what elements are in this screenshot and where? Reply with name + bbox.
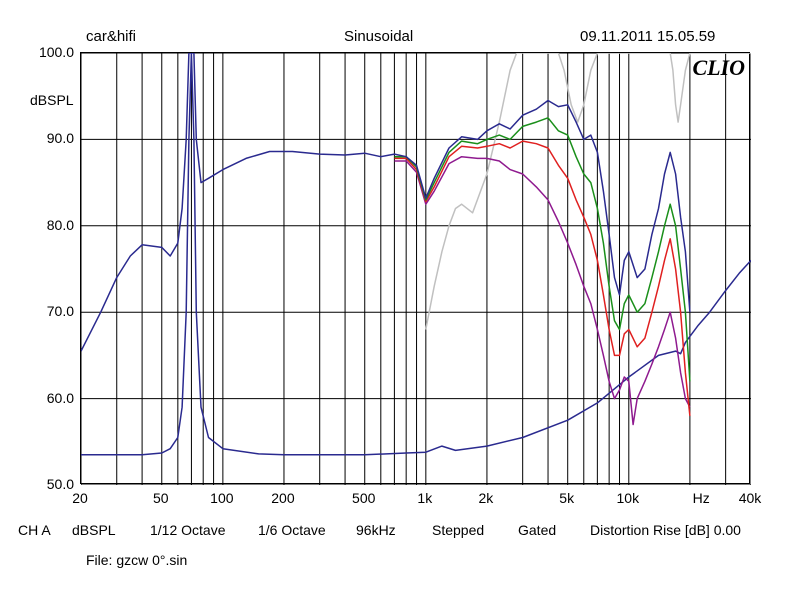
sample-rate-label: 96kHz [356,522,396,538]
chart-header: car&hifi Sinusoidal 09.11.2011 15.05.59 [0,28,800,48]
chart-svg [81,53,751,485]
oct12-label: 1/12 Octave [150,522,226,538]
header-left: car&hifi [86,28,136,45]
mode-label: Stepped [432,522,484,538]
header-right: 09.11.2011 15.05.59 [580,28,715,45]
channel-label: CH A [18,522,51,538]
brand-logo: CLIO [692,55,745,81]
file-label: File: gzcw 0°.sin [86,552,187,568]
oct6-label: 1/6 Octave [258,522,326,538]
unit-label: dBSPL [72,522,116,538]
gate-label: Gated [518,522,556,538]
header-center: Sinusoidal [344,28,413,45]
x-axis-labels: 20501002005001k2k5k10k40kHz [80,490,750,510]
distortion-label: Distortion Rise [dB] 0.00 [590,522,741,538]
plot-area: CLIO [80,52,750,484]
y-axis-labels: 50.060.070.080.090.0100.0 [40,52,80,484]
